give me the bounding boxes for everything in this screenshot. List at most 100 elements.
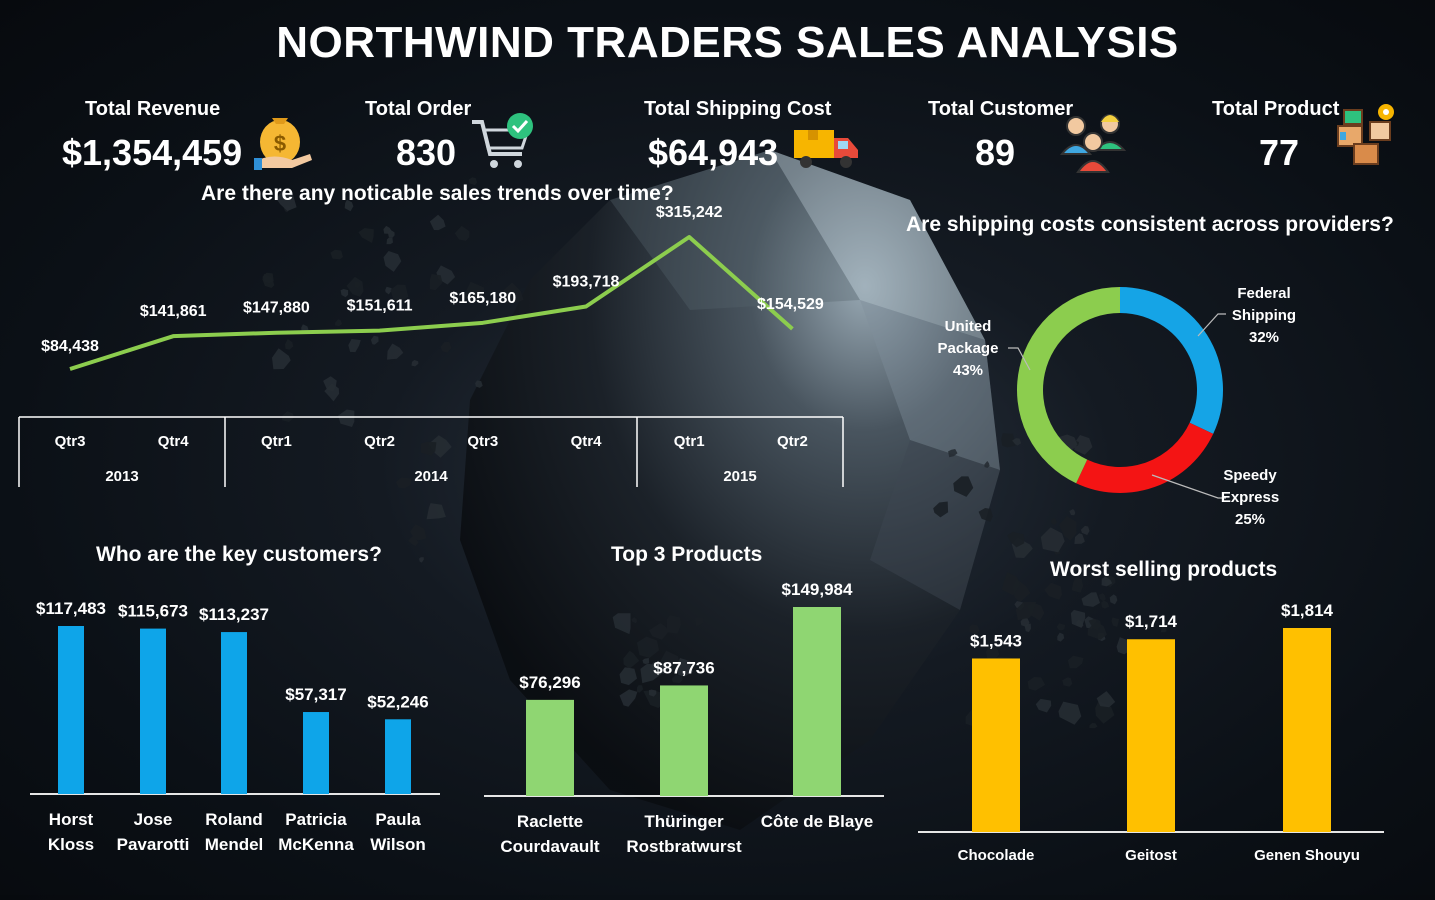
sales-trend-quarter-tick: Qtr3 bbox=[467, 433, 498, 450]
bar-data-label: $149,984 bbox=[782, 580, 853, 599]
asteroid-rock bbox=[370, 335, 379, 345]
donut-slice-label: Federal bbox=[1237, 285, 1290, 302]
delivery-truck-icon bbox=[794, 130, 858, 168]
sales-trend-quarter-tick: Qtr4 bbox=[158, 433, 190, 450]
asteroid-rock bbox=[340, 289, 349, 298]
sales-trend-data-label: $154,529 bbox=[757, 296, 824, 313]
kpi-total-order-label: Total Order bbox=[365, 98, 472, 120]
sales-trend-quarter-tick: Qtr3 bbox=[55, 433, 86, 450]
bar-mark bbox=[526, 699, 574, 796]
asteroid-rock bbox=[650, 662, 659, 670]
asteroid-rock bbox=[671, 674, 683, 684]
donut-slice-label: Speedy bbox=[1223, 467, 1277, 484]
asteroid-rock bbox=[636, 636, 659, 658]
worst-products-chart-title: Worst selling products bbox=[1050, 558, 1278, 581]
customers-group-icon bbox=[1059, 114, 1127, 173]
sales-trend-year-tick: 2015 bbox=[723, 468, 756, 485]
bar-category-label: Patricia bbox=[285, 810, 347, 829]
asteroid-rock bbox=[1056, 623, 1066, 631]
asteroid-rock bbox=[285, 339, 294, 350]
sales-trend-line-chart: $84,438 $141,861 $147,880 $151,611 $165,180 $… bbox=[18, 204, 844, 487]
key-customers-bar-chart: $117,483 Horst Kloss $115,673 Jose Pavarotti $… bbox=[30, 599, 440, 854]
asteroid-rock bbox=[410, 524, 427, 541]
asteroid-rock bbox=[420, 441, 437, 456]
sales-trend-line bbox=[69, 235, 794, 371]
asteroid-rock bbox=[1071, 577, 1084, 593]
asteroid-rock bbox=[468, 177, 478, 186]
bar-mark bbox=[303, 712, 329, 794]
donut-slice-label: Package bbox=[938, 340, 999, 357]
bar-category-label: Horst bbox=[49, 810, 94, 829]
asteroid-rock bbox=[344, 199, 354, 212]
asteroid-rock bbox=[1096, 691, 1116, 708]
asteroid-rock bbox=[1074, 533, 1085, 544]
asteroid-rock bbox=[978, 508, 993, 522]
asteroid-rock bbox=[1109, 594, 1118, 605]
bar-data-label: $76,296 bbox=[519, 673, 580, 692]
asteroid-rock bbox=[619, 667, 637, 686]
asteroid-rock bbox=[440, 341, 452, 353]
asteroid-rock bbox=[1040, 527, 1065, 553]
sales-trend-quarter-tick: Qtr1 bbox=[674, 433, 705, 450]
asteroid-rock bbox=[969, 624, 980, 635]
kpi-total-customer-value: 89 bbox=[975, 132, 1016, 173]
asteroid-rock bbox=[1058, 701, 1082, 725]
asteroid-rock bbox=[1081, 592, 1100, 607]
asteroid-rock bbox=[631, 617, 637, 624]
asteroid-rock bbox=[1001, 433, 1016, 448]
sales-trend-data-label: $165,180 bbox=[449, 290, 516, 307]
bar-category-label: Paula bbox=[375, 810, 421, 829]
bar-data-label: $57,317 bbox=[285, 685, 346, 704]
sales-trend-data-label: $84,438 bbox=[41, 338, 99, 355]
asteroid-rock bbox=[933, 501, 949, 518]
kpi-total-shipping-cost-label: Total Shipping Cost bbox=[644, 98, 832, 120]
asteroid-rock bbox=[387, 343, 404, 360]
kpi-total-customer-label: Total Customer bbox=[928, 98, 1074, 120]
bar-category-label: Raclette bbox=[517, 812, 583, 831]
bar-category-label: Kloss bbox=[48, 835, 94, 854]
sales-trend-quarter-tick: Qtr2 bbox=[777, 433, 808, 450]
asteroid-rock bbox=[649, 623, 668, 640]
donut-slice-label: 25% bbox=[1235, 511, 1265, 528]
asteroid-rock bbox=[676, 658, 693, 677]
svg-text:$: $ bbox=[274, 131, 286, 156]
asteroid-rock bbox=[948, 449, 958, 458]
kpi-total-product-label: Total Product bbox=[1212, 98, 1340, 120]
asteroid-rock bbox=[1035, 698, 1052, 713]
asteroid-rock bbox=[475, 380, 483, 388]
bar-mark bbox=[660, 685, 708, 796]
donut-slice bbox=[1076, 422, 1214, 493]
asteroid-rock bbox=[1074, 435, 1093, 455]
asteroid-rock bbox=[324, 383, 340, 402]
bar-mark bbox=[972, 658, 1020, 832]
asteroid-rock bbox=[429, 274, 443, 291]
asteroid-rock bbox=[1007, 531, 1025, 548]
bar-mark bbox=[1283, 628, 1331, 832]
worst-products-bar-chart: $1,543 Chocolade $1,714 Geitost $1,814 Genen … bbox=[918, 601, 1384, 864]
bar-data-label: $1,814 bbox=[1281, 601, 1334, 620]
product-boxes-icon bbox=[1337, 104, 1394, 165]
asteroid-rock bbox=[1089, 723, 1098, 729]
sales-trend-data-label: $141,861 bbox=[140, 303, 207, 320]
sales-trend-quarter-tick: Qtr2 bbox=[364, 433, 395, 450]
cart-check-icon bbox=[472, 113, 533, 168]
top-products-bar-chart: $76,296 Raclette Courdavault $87,736 Thüring… bbox=[484, 580, 884, 856]
asteroid-rock bbox=[1020, 617, 1030, 627]
asteroid-rock bbox=[658, 662, 669, 674]
donut-slice-label: United bbox=[945, 318, 992, 335]
sales-trend-data-label: $193,718 bbox=[553, 274, 620, 291]
bar-category-label: Thüringer bbox=[644, 812, 724, 831]
asteroid-rock bbox=[1080, 525, 1090, 535]
donut-slice-label: Express bbox=[1221, 489, 1279, 506]
asteroid-rock bbox=[429, 214, 446, 231]
asteroid-rock bbox=[386, 237, 393, 245]
asteroid-rock bbox=[390, 284, 409, 302]
bar-category-label: Côte de Blaye bbox=[761, 812, 873, 831]
asteroid-rock bbox=[503, 282, 524, 304]
bar-data-label: $1,714 bbox=[1125, 612, 1178, 631]
shipping-cost-chart-title: Are shipping costs consistent across pro… bbox=[906, 213, 1394, 236]
donut-slice bbox=[1119, 287, 1223, 434]
asteroid-rock bbox=[272, 348, 291, 370]
asteroid-rock bbox=[1101, 576, 1113, 587]
bar-mark bbox=[140, 628, 166, 794]
